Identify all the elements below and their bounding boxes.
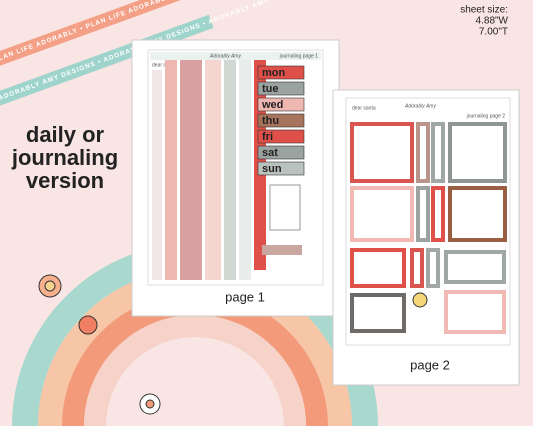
sheet-title: dear santa — [152, 62, 176, 68]
day-box — [257, 97, 305, 112]
frames — [350, 122, 507, 334]
sheet-title: journaling page 1 — [279, 53, 319, 59]
sheet-size-height: 7.00"T — [479, 27, 508, 38]
frame — [350, 293, 406, 333]
frame — [448, 186, 507, 242]
frame — [431, 122, 445, 183]
day-label: tue — [262, 83, 279, 95]
brand: Adorably Amy — [404, 103, 436, 109]
day-label: wed — [261, 99, 283, 111]
frame — [410, 248, 424, 288]
page-2-card: dear santa Adorably Amy journaling page … — [332, 89, 520, 386]
day-labels: mon tue wed thu fri sat sun — [257, 65, 305, 176]
frame — [350, 122, 414, 183]
strip — [205, 60, 221, 280]
frame — [431, 186, 445, 242]
caption: page 2 — [410, 357, 450, 372]
sheet-size-label: sheet size: — [460, 5, 508, 16]
day-box — [257, 65, 305, 80]
strip — [239, 60, 251, 280]
frame — [444, 250, 506, 284]
sheet-title: dear santa — [352, 105, 376, 111]
headline: version — [26, 168, 104, 193]
sheet-header — [150, 52, 321, 60]
day-box — [257, 81, 305, 96]
headline: journaling — [11, 145, 118, 170]
frame — [448, 122, 507, 183]
sheet-title: journaling page 2 — [466, 113, 506, 119]
day-label: mon — [262, 67, 286, 79]
day-box — [257, 113, 305, 128]
bulb-icon — [412, 292, 428, 308]
frame — [426, 248, 440, 288]
tape — [262, 245, 302, 255]
frame — [416, 122, 430, 183]
day-label: sat — [262, 147, 278, 159]
day-label: sun — [262, 163, 282, 175]
day-box — [257, 145, 305, 160]
strip — [165, 60, 177, 280]
frame — [444, 290, 506, 334]
frame — [416, 186, 430, 242]
page-1-card: dear santa Adorably Amy journaling page … — [131, 39, 340, 317]
note-box — [269, 184, 301, 231]
headline: daily or — [26, 122, 105, 147]
flower-center — [44, 280, 56, 292]
ribbon-band — [0, 0, 209, 69]
day-label: thu — [262, 115, 279, 127]
strip — [224, 60, 236, 280]
ribbon-band — [0, 14, 214, 107]
flower — [78, 315, 98, 335]
strip — [180, 60, 202, 280]
sheet-size-width: 4.88"W — [476, 16, 509, 27]
strip — [152, 70, 162, 280]
caption: page 1 — [225, 289, 265, 304]
day-box — [257, 161, 305, 176]
day-label: fri — [262, 131, 273, 143]
arc — [84, 315, 306, 426]
brand: Adorably Amy — [209, 53, 241, 59]
day-box — [257, 129, 305, 144]
frame — [350, 186, 414, 242]
flower-center — [145, 399, 155, 409]
frame — [350, 248, 406, 288]
